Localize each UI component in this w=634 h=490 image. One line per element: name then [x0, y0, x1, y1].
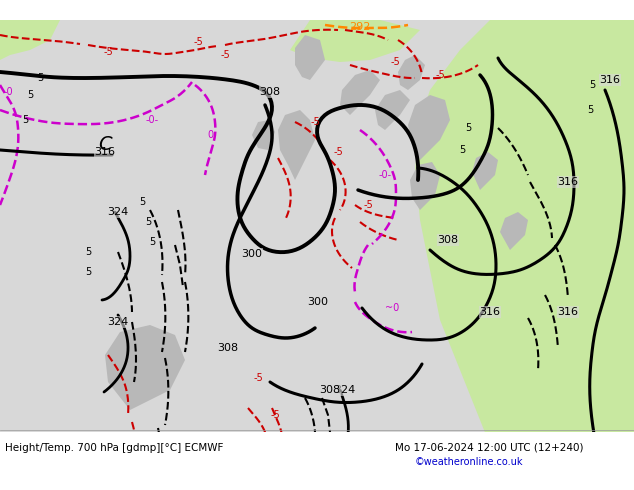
Text: 292: 292: [349, 22, 371, 32]
Polygon shape: [410, 162, 440, 210]
Polygon shape: [472, 152, 498, 190]
Polygon shape: [500, 25, 600, 90]
Text: -5: -5: [363, 200, 373, 210]
Text: 308: 308: [437, 235, 458, 245]
Polygon shape: [415, 20, 634, 470]
Text: 324: 324: [334, 385, 356, 395]
Text: ©weatheronline.co.uk: ©weatheronline.co.uk: [415, 457, 524, 467]
Text: 5: 5: [149, 237, 155, 247]
Polygon shape: [500, 212, 528, 250]
Text: -0-: -0-: [145, 115, 158, 125]
Text: 5: 5: [587, 105, 593, 115]
Text: 316: 316: [557, 307, 578, 317]
Polygon shape: [340, 70, 380, 115]
Text: -0: -0: [3, 87, 13, 97]
Text: 5: 5: [22, 115, 28, 125]
Text: -5: -5: [193, 37, 203, 47]
Text: 324: 324: [107, 317, 129, 327]
Polygon shape: [252, 120, 275, 150]
Text: 5: 5: [145, 217, 151, 227]
Polygon shape: [408, 95, 450, 160]
Text: 5: 5: [465, 123, 471, 133]
Text: 5: 5: [27, 90, 33, 100]
Text: 300: 300: [307, 297, 328, 307]
Polygon shape: [398, 55, 425, 90]
Text: 316: 316: [479, 307, 500, 317]
Text: 5: 5: [459, 145, 465, 155]
Text: 5: 5: [85, 247, 91, 257]
Text: C: C: [98, 136, 112, 154]
Text: -5: -5: [390, 57, 400, 67]
Polygon shape: [278, 110, 315, 180]
Text: -0-: -0-: [378, 170, 392, 180]
Text: -5: -5: [220, 50, 230, 60]
Polygon shape: [375, 90, 410, 130]
Text: 5: 5: [589, 80, 595, 90]
Polygon shape: [0, 20, 60, 60]
Text: 316: 316: [94, 147, 115, 157]
Text: 308: 308: [320, 385, 340, 395]
Text: Height/Temp. 700 hPa [gdmp][°C] ECMWF: Height/Temp. 700 hPa [gdmp][°C] ECMWF: [5, 443, 223, 453]
Text: 5: 5: [37, 73, 43, 83]
Text: 5: 5: [139, 197, 145, 207]
Text: 324: 324: [107, 207, 129, 217]
Text: -5: -5: [270, 410, 280, 420]
Text: -5: -5: [435, 70, 445, 80]
Bar: [0, 432, 634, 470]
Text: 316: 316: [557, 177, 578, 187]
Polygon shape: [105, 325, 185, 410]
Polygon shape: [295, 35, 325, 80]
Text: -5: -5: [103, 47, 113, 57]
Text: -5: -5: [310, 117, 320, 127]
Polygon shape: [580, 20, 634, 55]
Text: Mo 17-06-2024 12:00 UTC (12+240): Mo 17-06-2024 12:00 UTC (12+240): [395, 443, 583, 453]
Text: -5: -5: [333, 147, 343, 157]
Text: 308: 308: [259, 87, 281, 97]
Text: 308: 308: [217, 343, 238, 353]
Text: 0: 0: [207, 130, 213, 140]
Text: 5: 5: [85, 267, 91, 277]
Polygon shape: [480, 420, 634, 470]
Text: ~0: ~0: [385, 303, 399, 313]
Text: 300: 300: [242, 249, 262, 259]
Polygon shape: [290, 20, 420, 62]
Text: 316: 316: [600, 75, 621, 85]
Polygon shape: [560, 60, 634, 110]
Text: -5: -5: [253, 373, 263, 383]
